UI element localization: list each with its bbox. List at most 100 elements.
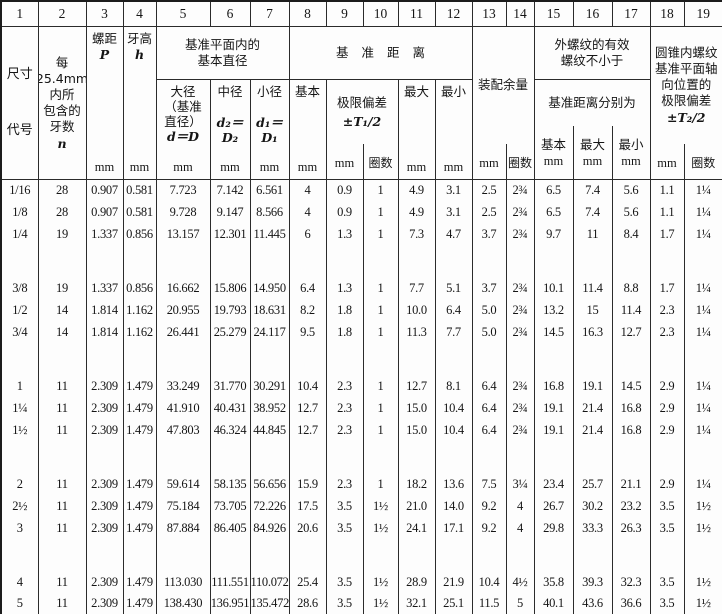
table-cell: 3/8 [0,277,39,299]
table-cell: 1.3 [325,223,364,245]
table-cell: 11 [37,397,87,419]
table-cell: 1 [362,321,399,343]
table-cell: 75.184 [155,495,211,517]
spacer-cell [122,539,157,571]
table-cell: 1.479 [122,495,157,517]
table-cell: 11 [37,375,87,397]
table-cell: 10.4 [471,571,507,593]
spacer-cell [683,441,722,473]
table-cell: 12.7 [288,397,327,419]
spacer-cell [397,245,436,277]
table-cell: 8.8 [611,277,651,299]
spacer-cell [37,539,87,571]
table-cell: 1.1 [649,179,685,201]
table-cell: 11.4 [572,277,613,299]
table-cell: 23.4 [533,473,574,495]
table-cell: 0.907 [85,179,124,201]
table-cell: 8.4 [611,223,651,245]
header-internal-thread-group-label: 圆锥内螺纹 基准平面轴 向位置的 极限偏差 [654,45,718,109]
table-cell: 2¾ [505,299,535,321]
table-cell: 1 [362,223,399,245]
spacer-cell [155,245,211,277]
spacer-cell [85,343,124,375]
table-cell: 59.614 [155,473,211,495]
header-gauge-max: 最大 mm [397,78,436,180]
spacer-cell [37,343,87,375]
header-ext-min: 最小 mm [611,126,651,180]
table-cell: 19 [37,277,87,299]
table-cell: 29.8 [533,517,574,539]
table-cell: 135.472 [249,593,290,614]
table-cell: 9.728 [155,201,211,223]
table-cell: 7.723 [155,179,211,201]
table-cell: 11.3 [397,321,436,343]
table-row: 2½ 11 2.309 1.479 75.184 73.705 72.226 17.5 3.5 1… [0,495,722,517]
spacer-cell [362,539,399,571]
header-internal-thread-symbol: ±T₂/2 [666,110,706,126]
table-cell: 10.1 [533,277,574,299]
table-cell: 4.9 [397,179,436,201]
table-cell: 19.1 [533,419,574,441]
table-cell: 11 [572,223,613,245]
table-cell: 11 [37,517,87,539]
table-cell: 4 [0,571,39,593]
column-number-cell: 9 [325,0,364,27]
spacer-cell [122,343,157,375]
table-cell: 1.479 [122,571,157,593]
spacer-cell [37,441,87,473]
header-internal-mm: mm [649,144,685,180]
spacer-cell [505,245,535,277]
column-number-cell: 14 [505,0,535,27]
header-major-diameter: 大径 （基准 直径） d＝D mm [155,78,211,180]
spacer-cell [683,245,722,277]
header-limit-deviation-label: 极限偏差 [336,94,387,110]
table-cell: 7.4 [572,201,613,223]
table-cell: 1 [362,299,399,321]
header-gauge-min: 最小 mm [434,78,473,180]
spacer-cell [362,441,399,473]
table-cell: 23.2 [611,495,651,517]
table-cell: 11 [37,419,87,441]
table-cell: 1¼ [683,223,722,245]
spacer-cell [209,539,251,571]
table-cell: 10.4 [434,419,473,441]
spacer-cell [209,343,251,375]
header-limit-deviation-symbol: ±T₁/2 [342,113,382,129]
table-cell: 1.8 [325,299,364,321]
header-ext-gauge-distance-sub-label: 基准距离分别为 [548,94,636,110]
table-cell: 2.309 [85,571,124,593]
spacer-cell [0,441,39,473]
table-cell: 9.2 [471,517,507,539]
spacer-cell [209,441,251,473]
table-cell: 0.856 [122,223,157,245]
table-cell: 24.1 [397,517,436,539]
table-cell: 3.5 [325,571,364,593]
table-cell: 6.4 [471,419,507,441]
header-ext-basic: 基本 mm [533,126,574,180]
spacer-cell [471,343,507,375]
table-cell: 2.3 [649,299,685,321]
table-cell: 1 [0,375,39,397]
header-thread-height-symbol: h [134,46,145,62]
table-cell: 12.301 [209,223,251,245]
column-number-cell: 15 [533,0,574,27]
header-threads-symbol: n [57,135,67,151]
table-cell: 72.226 [249,495,290,517]
header-internal-turns: 圈数 [683,144,722,180]
table-cell: 3 [0,517,39,539]
table-cell: 3.7 [471,223,507,245]
spacer-cell [434,539,473,571]
table-cell: 1/8 [0,201,39,223]
table-cell: 9.2 [471,495,507,517]
table-cell: 4 [288,179,327,201]
table-cell: 3.5 [649,495,685,517]
header-threads-per-25mm: 每 25.4mm 内所 包含的 牙数 n [37,25,87,180]
spacer-cell [37,245,87,277]
header-deviation-turns-label: 圈数 [368,155,393,170]
table-cell: 25.7 [572,473,613,495]
column-number-cell: 19 [683,0,722,27]
table-cell: 2.5 [471,201,507,223]
table-cell: 3¼ [505,473,535,495]
spacer-cell [572,343,613,375]
